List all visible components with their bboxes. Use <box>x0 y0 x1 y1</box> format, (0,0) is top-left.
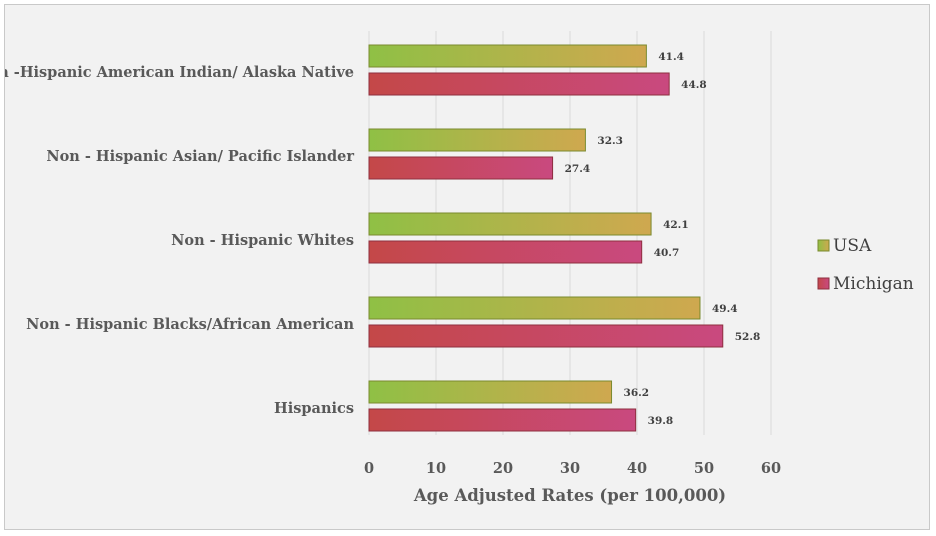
bar-usa <box>368 212 652 236</box>
data-label: 32.3 <box>597 135 623 147</box>
data-label: 36.2 <box>624 387 650 399</box>
bar-chart: 0 10 20 30 40 50 60 41.4 44.8 Non -Hispanic Ameri… <box>5 31 914 505</box>
bar-michigan <box>368 240 643 264</box>
x-axis-title: Age Adjusted Rates (per 100,000) <box>413 486 726 505</box>
legend-swatch <box>817 277 830 290</box>
data-label: 41.4 <box>658 51 684 63</box>
bars <box>368 44 724 432</box>
x-tick-label: 20 <box>493 460 513 477</box>
bar-michigan <box>368 156 554 180</box>
x-tick-label: 0 <box>364 460 374 477</box>
bar-usa <box>368 44 647 68</box>
data-label: 52.8 <box>735 331 761 343</box>
category-label: Non - Hispanic Asian/ Pacific Islander <box>46 148 354 165</box>
bar-michigan <box>368 408 637 432</box>
data-label: 27.4 <box>565 163 591 175</box>
bar-michigan <box>368 72 670 96</box>
x-tick-label: 60 <box>761 460 781 477</box>
legend-label: Michigan <box>833 274 914 294</box>
category-label: Non - Hispanic Blacks/African American <box>26 316 354 333</box>
data-label: 39.8 <box>648 415 674 427</box>
bar-usa <box>368 380 613 404</box>
bar-usa <box>368 296 701 320</box>
data-label: 49.4 <box>712 303 738 315</box>
legend: USA Michigan <box>817 236 914 294</box>
category-label: Hispanics <box>274 400 354 417</box>
bar-usa <box>368 128 586 152</box>
chart-area: 0 10 20 30 40 50 60 41.4 44.8 Non -Hispanic Ameri… <box>4 4 930 530</box>
x-tick-label: 30 <box>560 460 580 477</box>
data-label: 44.8 <box>681 79 707 91</box>
category-label: Non - Hispanic Whites <box>171 232 354 249</box>
category-label: Non -Hispanic American Indian/ Alaska Na… <box>5 64 354 81</box>
data-label: 40.7 <box>654 247 680 259</box>
x-tick-label: 10 <box>426 460 446 477</box>
legend-label: USA <box>833 236 872 256</box>
legend-swatch <box>817 239 830 252</box>
data-label: 42.1 <box>663 219 689 231</box>
x-tick-label: 40 <box>627 460 647 477</box>
bar-michigan <box>368 324 724 348</box>
x-tick-label: 50 <box>694 460 714 477</box>
labels: 0 10 20 30 40 50 60 41.4 44.8 Non -Hispanic Ameri… <box>5 51 781 477</box>
